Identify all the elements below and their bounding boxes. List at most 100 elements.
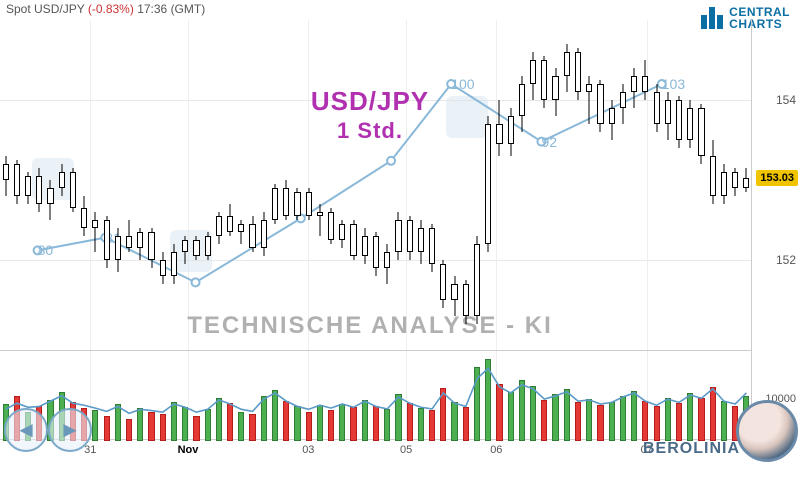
time-tick-label: 31 (84, 444, 96, 456)
volume-bar (261, 396, 267, 441)
volume-bar (721, 401, 727, 441)
candle (70, 20, 76, 340)
volume-bar (317, 405, 323, 441)
candle (59, 20, 65, 340)
price-candlestick-chart[interactable] (0, 20, 752, 340)
candle (193, 20, 199, 340)
time-tick-label: Nov (178, 444, 199, 456)
volume-bar (339, 404, 345, 441)
price-y-axis: 152154153.0310000 (751, 20, 800, 440)
candle (530, 20, 536, 340)
volume-bar (205, 409, 211, 441)
candle (665, 20, 671, 340)
candle (687, 20, 693, 340)
volume-bar (126, 419, 132, 442)
time-tick-label: 03 (302, 444, 314, 456)
volume-chart[interactable] (0, 350, 752, 441)
candle (620, 20, 626, 340)
candle (395, 20, 401, 340)
candle (328, 20, 334, 340)
candle (440, 20, 446, 340)
chart-root: { "header": {"instrument": "Spot USD/JPY… (0, 0, 800, 500)
assistant-avatar-icon[interactable] (736, 400, 798, 462)
candle (25, 20, 31, 340)
candle (654, 20, 660, 340)
volume-bar (564, 389, 570, 441)
candle (182, 20, 188, 340)
candle (205, 20, 211, 340)
last-price-tag: 153.03 (756, 170, 798, 186)
candle (294, 20, 300, 340)
volume-bar (530, 386, 536, 441)
candle (463, 20, 469, 340)
volume-bar (463, 407, 469, 441)
candle (115, 20, 121, 340)
volume-bar (552, 394, 558, 441)
volume-bar (597, 405, 603, 441)
instrument-name: Spot USD/JPY (6, 2, 84, 16)
volume-bar (395, 394, 401, 441)
volume-bar (429, 410, 435, 441)
candle (541, 20, 547, 340)
volume-bar (92, 410, 98, 441)
volume-bar (496, 384, 502, 441)
candle (362, 20, 368, 340)
volume-bar (609, 402, 615, 441)
volume-bar (710, 387, 716, 441)
volume-bar (249, 414, 255, 441)
instrument-tz: (GMT) (171, 2, 206, 16)
volume-bar (676, 403, 682, 441)
volume-bar (104, 416, 110, 441)
volume-bar (407, 403, 413, 441)
candle (496, 20, 502, 340)
candle (418, 20, 424, 340)
candle (474, 20, 480, 340)
nav-next-button[interactable]: ► (48, 408, 92, 452)
volume-bar (294, 406, 300, 441)
instrument-pct: (-0.83%) (88, 2, 134, 16)
volume-bar (541, 400, 547, 441)
volume-bar (362, 400, 368, 441)
candle (710, 20, 716, 340)
instrument-time: 17:36 (137, 2, 167, 16)
candle (283, 20, 289, 340)
volume-bar (283, 401, 289, 441)
candle (564, 20, 570, 340)
time-tick-label: 06 (490, 444, 502, 456)
candle (350, 20, 356, 340)
candle (485, 20, 491, 340)
candle (519, 20, 525, 340)
volume-bar (586, 399, 592, 441)
price-tick-label: 152 (776, 253, 796, 267)
candle (384, 20, 390, 340)
candle (104, 20, 110, 340)
berolinia-label: BEROLINIA (643, 440, 740, 458)
candle (171, 20, 177, 340)
volume-bar (418, 408, 424, 441)
volume-bar (115, 404, 121, 441)
candle (743, 20, 749, 340)
volume-bar (373, 406, 379, 441)
candle (216, 20, 222, 340)
candle (137, 20, 143, 340)
volume-bar (575, 402, 581, 441)
candle (609, 20, 615, 340)
volume-bar (451, 402, 457, 441)
candle (249, 20, 255, 340)
candle (676, 20, 682, 340)
volume-bar (238, 412, 244, 441)
instrument-header: Spot USD/JPY (-0.83%) 17:36 (GMT) (6, 2, 205, 16)
candle (642, 20, 648, 340)
nav-prev-button[interactable]: ◄ (4, 408, 48, 452)
candle (36, 20, 42, 340)
volume-bar (687, 393, 693, 441)
volume-bar (654, 406, 660, 441)
candle (160, 20, 166, 340)
volume-bar (485, 359, 491, 441)
volume-bar (137, 408, 143, 441)
volume-bar (620, 396, 626, 441)
volume-bar (227, 403, 233, 441)
volume-bar (350, 407, 356, 441)
volume-bar (272, 390, 278, 441)
candle (238, 20, 244, 340)
